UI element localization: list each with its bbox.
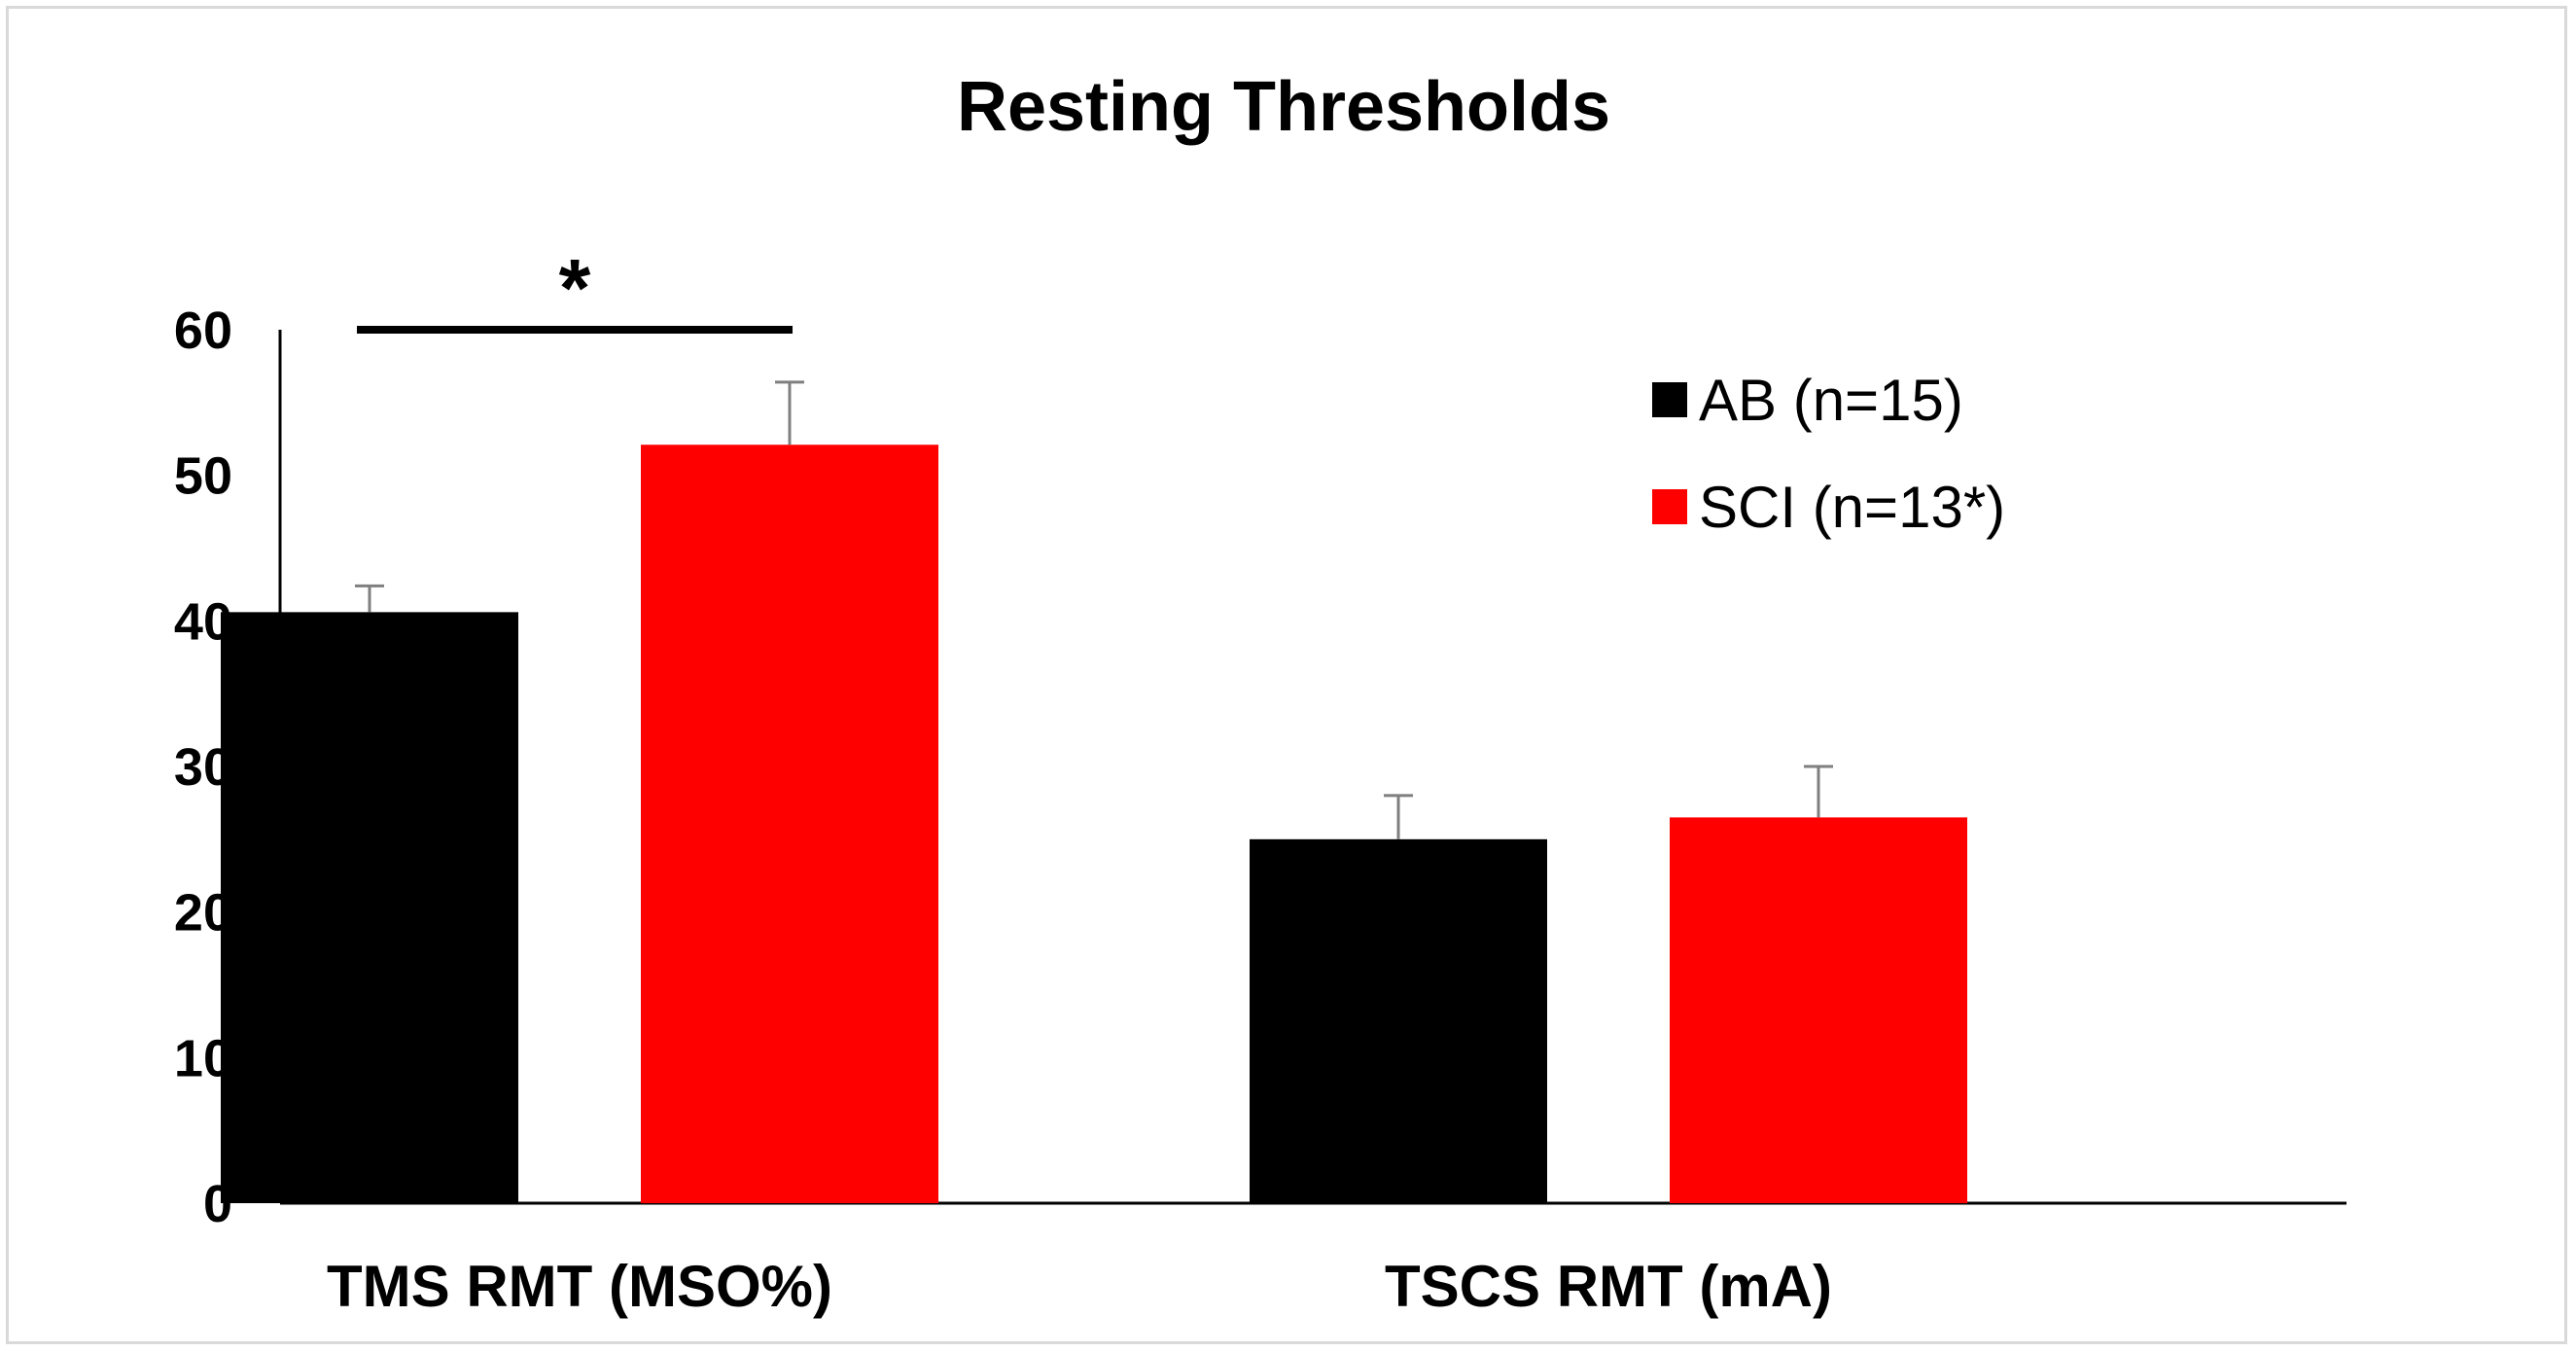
x-category-label: TMS RMT (MSO%)	[327, 1254, 832, 1319]
significance-label: *	[559, 242, 591, 334]
x-category-label: TSCS RMT (mA)	[1385, 1254, 1832, 1319]
chart-frame: Resting Thresholds 0 10 20 30 40 50 60 TMS RMT…	[6, 6, 2567, 1344]
bar-ab	[221, 612, 518, 1203]
y-tick-label: 50	[174, 447, 232, 506]
legend-label: AB (n=15)	[1699, 368, 1963, 433]
bar-sci	[1670, 817, 1967, 1203]
bar-sci	[641, 445, 938, 1203]
legend-swatch-sci	[1652, 489, 1687, 524]
chart-title: Resting Thresholds	[957, 68, 1610, 146]
y-tick-label: 60	[174, 302, 232, 360]
legend-label: SCI (n=13*)	[1699, 475, 2005, 540]
legend-swatch-ab	[1652, 382, 1687, 417]
bar-ab	[1250, 838, 1547, 1203]
